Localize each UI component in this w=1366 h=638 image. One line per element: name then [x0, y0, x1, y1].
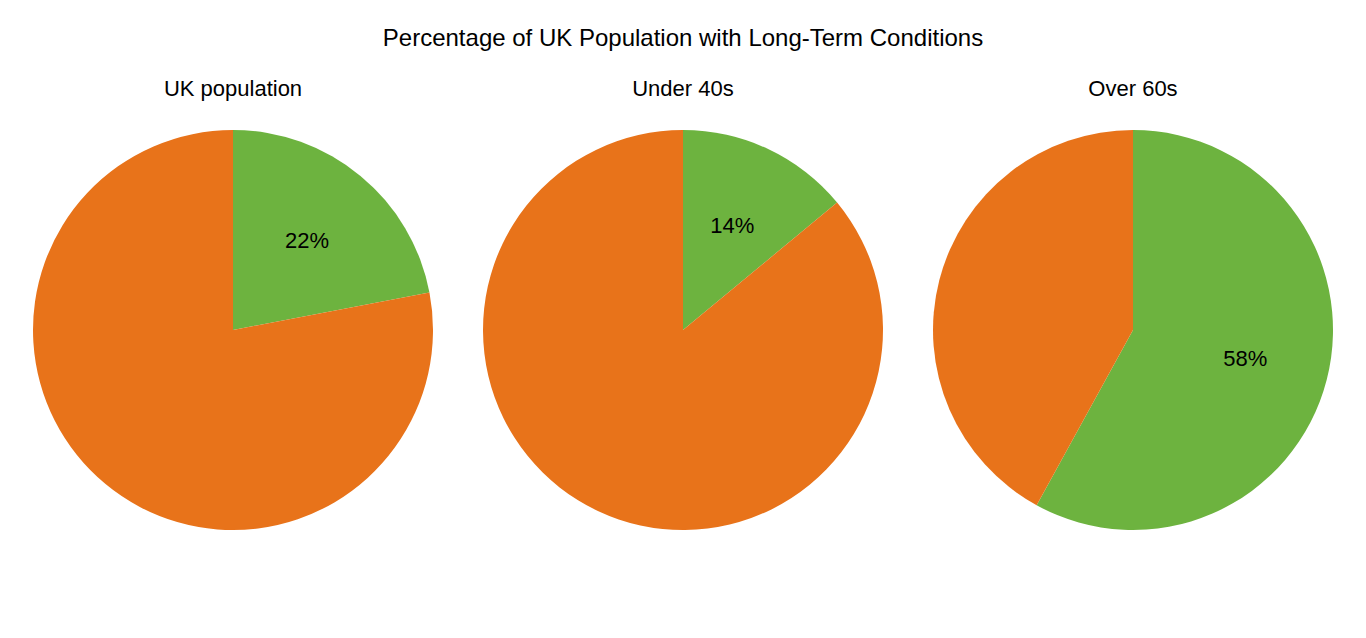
svg-text:58%: 58% [1223, 346, 1267, 371]
svg-text:22%: 22% [285, 228, 329, 253]
svg-text:14%: 14% [710, 213, 754, 238]
html-text:UK population: UK population [163, 76, 303, 101]
html-text:Percentage of UK Population wi: Percentage of UK Population with Long-Te… [382, 24, 984, 51]
html-text:Under 40s: Under 40s [632, 76, 734, 101]
html-text:Over 60s: Over 60s [1088, 76, 1178, 101]
